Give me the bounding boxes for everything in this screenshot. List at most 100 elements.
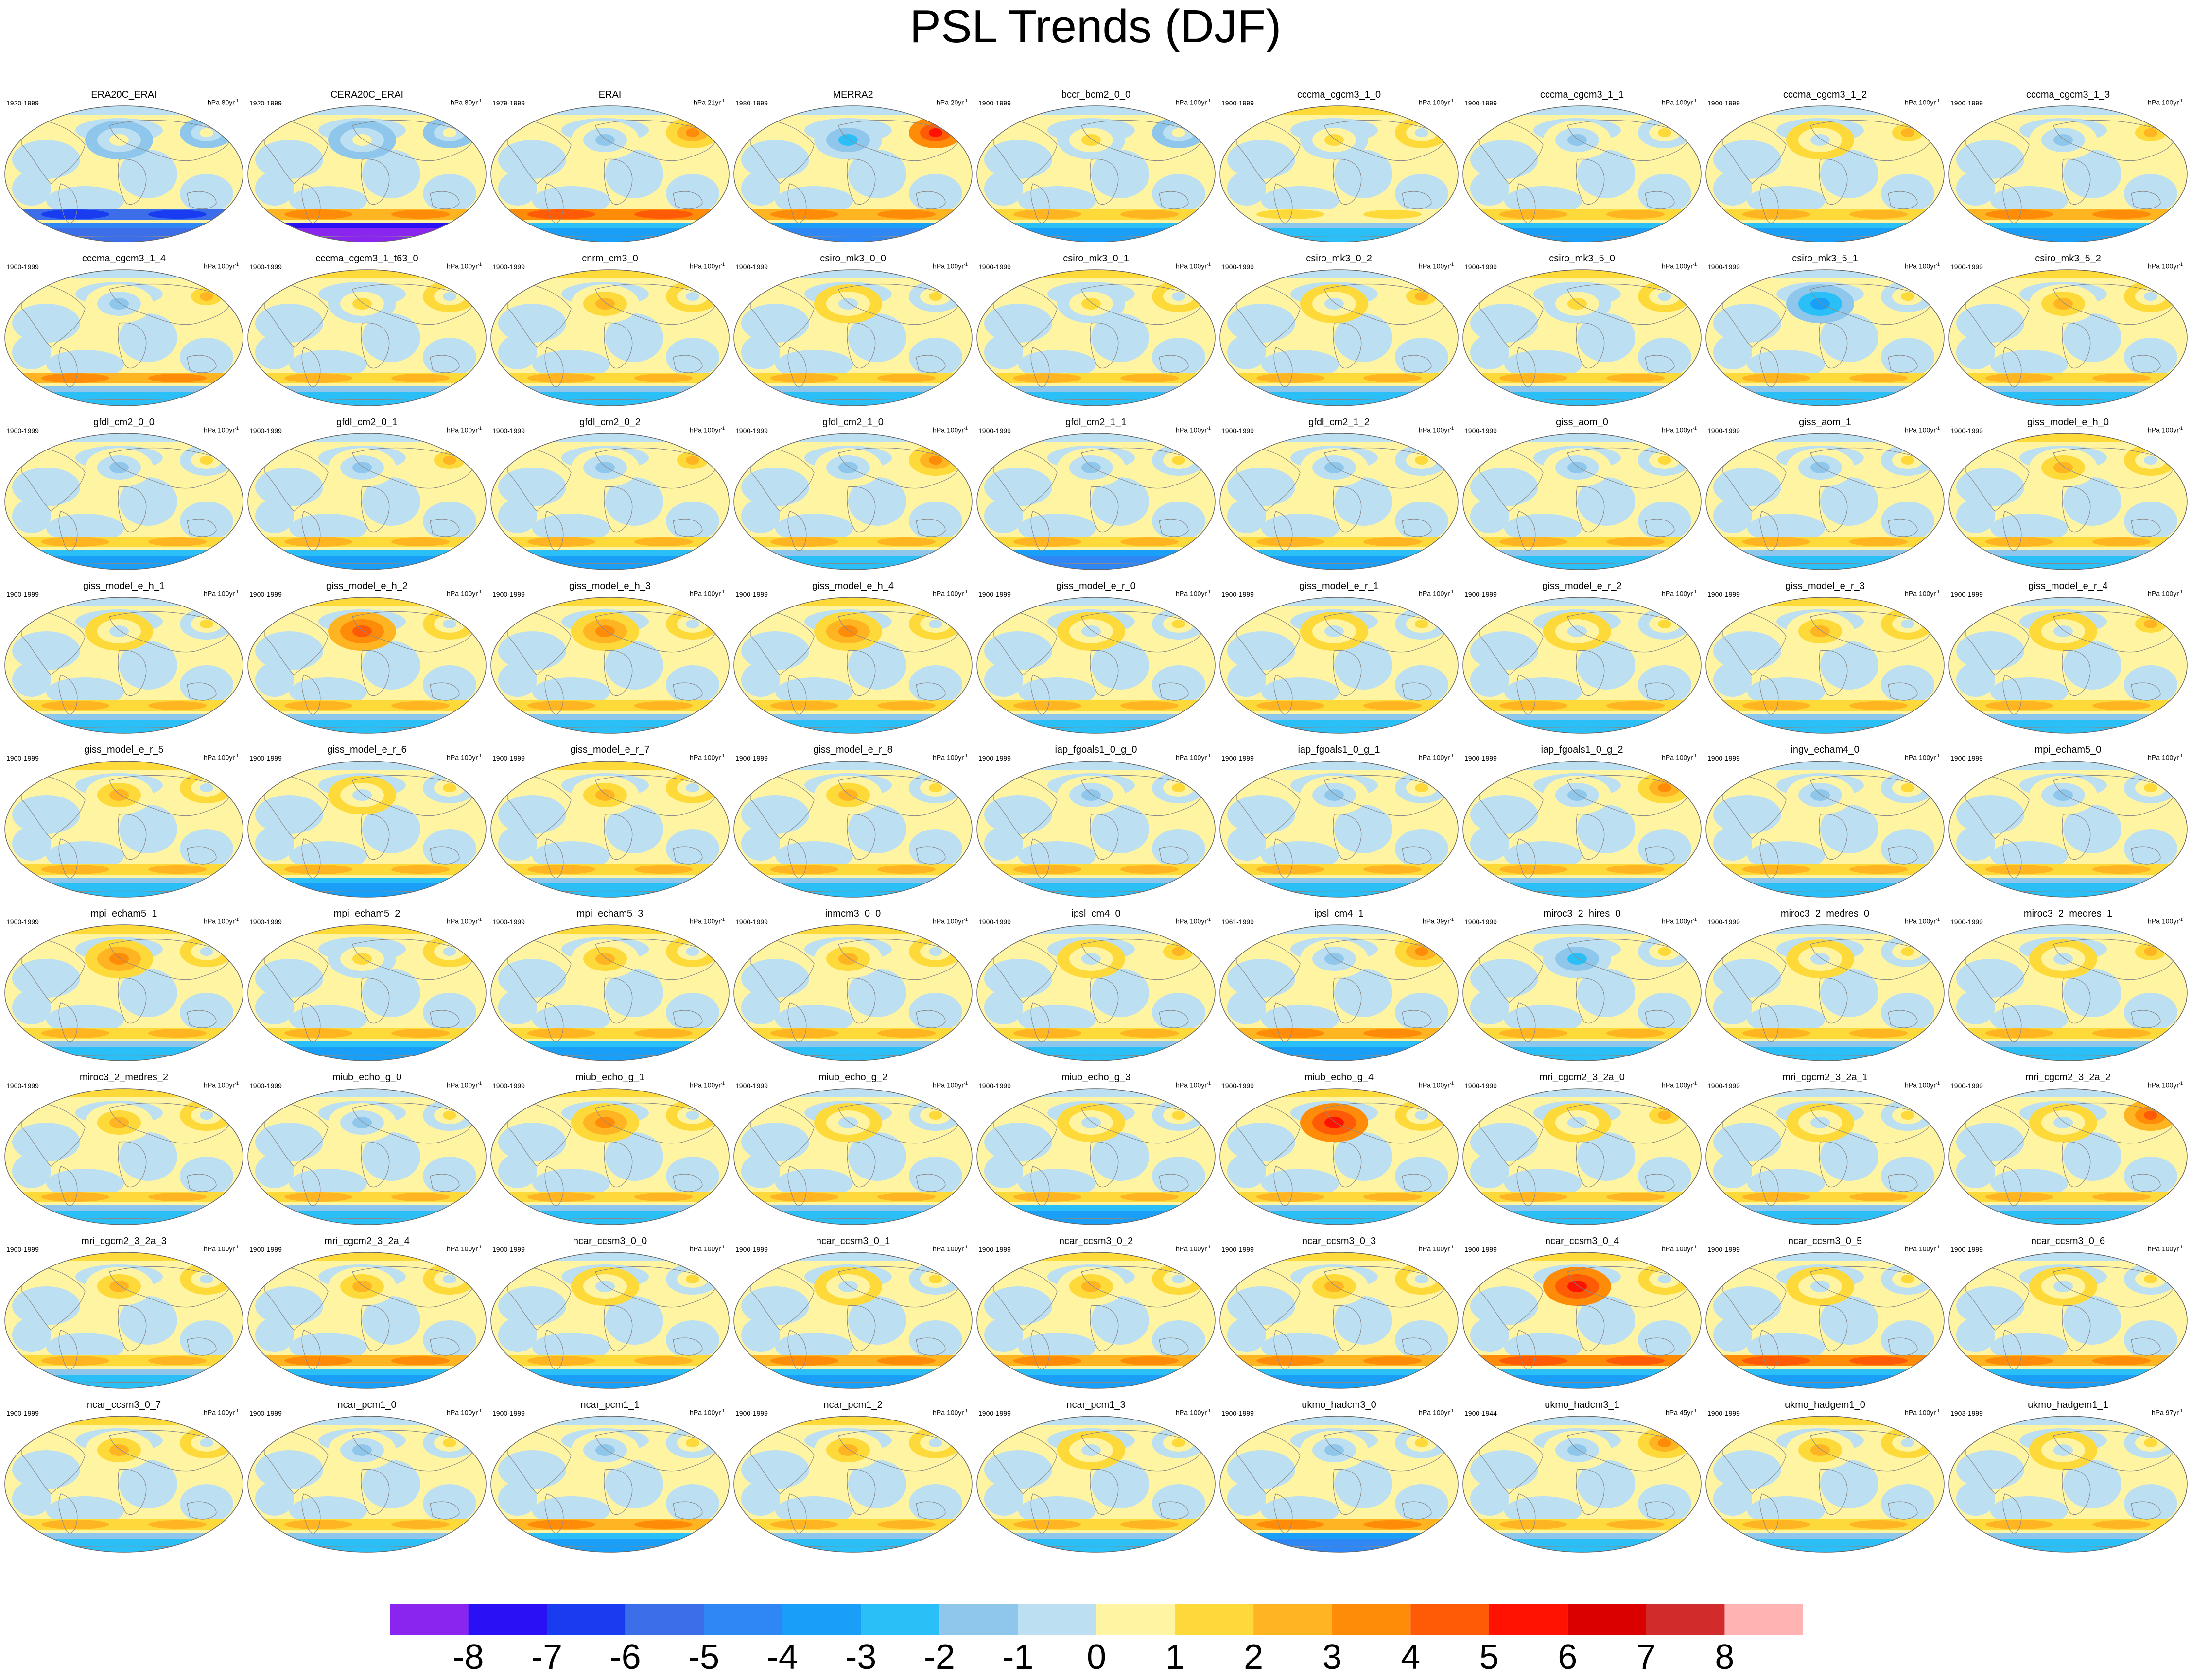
panel-title: ncar_pcm1_2: [823, 1400, 883, 1410]
map-panel: iap_fgoals1_0_g_0 1900-1999 hPa 100yr-1: [974, 743, 1217, 905]
trend-map: [1948, 924, 2188, 1061]
trend-map: [976, 105, 1216, 242]
map-panel: miub_echo_g_2 1900-1999 hPa 100yr-1: [731, 1070, 974, 1233]
panel-title: mpi_echam5_2: [333, 908, 400, 919]
panel-period: 1900-1999: [1464, 918, 1497, 926]
panel-period: 1900-1999: [492, 590, 525, 598]
panel-title: ncar_ccsm3_0_4: [1545, 1236, 1619, 1247]
map-panel: mri_cgcm2_3_2a_0 1900-1999 hPa 100yr-1: [1461, 1070, 1704, 1233]
panel-unit: hPa 100yr-1: [1662, 98, 1697, 106]
panel-unit: hPa 100yr-1: [447, 1245, 482, 1253]
map-panel: ncar_ccsm3_0_3 1900-1999 hPa 100yr-1: [1217, 1234, 1461, 1397]
panel-title: miub_echo_g_3: [1061, 1072, 1131, 1083]
map-panel: miub_echo_g_4 1900-1999 hPa 100yr-1: [1217, 1070, 1461, 1233]
trend-map: [4, 1252, 243, 1389]
panel-unit: hPa 100yr-1: [690, 589, 725, 598]
panel-unit: hPa 100yr-1: [1662, 917, 1697, 925]
map-panel: ncar_ccsm3_0_0 1900-1999 hPa 100yr-1: [488, 1234, 731, 1397]
trend-map: [1462, 1088, 1702, 1225]
trend-map: [1948, 1252, 2188, 1389]
panel-unit: hPa 100yr-1: [933, 589, 968, 598]
panel-title: giss_model_e_r_5: [84, 745, 164, 755]
map-panel: mri_cgcm2_3_2a_4 1900-1999 hPa 100yr-1: [245, 1234, 488, 1397]
panel-unit: hPa 100yr-1: [1662, 1245, 1697, 1253]
panel-period: 1900-1999: [1950, 918, 1983, 926]
panel-unit: hPa 100yr-1: [2148, 262, 2183, 270]
panel-title: ukmo_hadgem1_1: [2028, 1400, 2108, 1410]
trend-map: [1219, 761, 1459, 898]
map-panel: inmcm3_0_0 1900-1999 hPa 100yr-1: [731, 906, 974, 1069]
trend-map: [1462, 597, 1702, 734]
panel-period: 1900-1999: [1221, 99, 1254, 107]
trend-map: [247, 1416, 487, 1553]
map-panel: cccma_cgcm3_1_4 1900-1999 hPa 100yr-1: [2, 251, 245, 414]
map-panel: miroc3_2_medres_1 1900-1999 hPa 100yr-1: [1947, 906, 2190, 1069]
map-panel: giss_model_e_r_4 1900-1999 hPa 100yr-1: [1947, 579, 2190, 742]
trend-map: [247, 1252, 487, 1389]
panel-period: 1961-1999: [1221, 918, 1254, 926]
panel-period: 1900-1999: [1221, 754, 1254, 762]
panel-unit: hPa 100yr-1: [204, 426, 239, 434]
trend-map: [4, 433, 243, 570]
panel-title: ukmo_hadcm3_0: [1302, 1400, 1376, 1410]
panel-title: giss_model_e_r_2: [1542, 581, 1622, 591]
panel-title: ncar_ccsm3_0_6: [2031, 1236, 2105, 1247]
map-panel: ncar_ccsm3_0_7 1900-1999 hPa 100yr-1: [2, 1398, 245, 1560]
panel-title: ncar_ccsm3_0_1: [816, 1236, 890, 1247]
panel-period: 1900-1999: [6, 1246, 39, 1253]
panel-title: gfdl_cm2_1_2: [1308, 417, 1370, 428]
trend-map: [1462, 924, 1702, 1061]
trend-map: [1462, 761, 1702, 898]
map-panel: cccma_cgcm3_1_t63_0 1900-1999 hPa 100yr-1: [245, 251, 488, 414]
panel-title: giss_model_e_r_3: [1785, 581, 1865, 591]
map-panel: miroc3_2_medres_2 1900-1999 hPa 100yr-1: [2, 1070, 245, 1233]
panel-unit: hPa 100yr-1: [1176, 1245, 1211, 1253]
panel-unit: hPa 100yr-1: [1905, 589, 1940, 598]
panel-period: 1900-1999: [1464, 1082, 1497, 1090]
panel-title: ncar_ccsm3_0_2: [1059, 1236, 1133, 1247]
map-panel: giss_model_e_h_3 1900-1999 hPa 100yr-1: [488, 579, 731, 742]
map-panel: giss_model_e_r_3 1900-1999 hPa 100yr-1: [1704, 579, 1947, 742]
trend-map: [1948, 433, 2188, 570]
trend-map: [247, 433, 487, 570]
trend-map: [733, 597, 973, 734]
map-panel: gfdl_cm2_0_0 1900-1999 hPa 100yr-1: [2, 415, 245, 578]
panel-title: csiro_mk3_5_0: [1549, 253, 1615, 264]
panel-period: 1900-1999: [1464, 427, 1497, 434]
panel-period: 1900-1999: [1707, 1246, 1740, 1253]
map-panel: ncar_ccsm3_0_5 1900-1999 hPa 100yr-1: [1704, 1234, 1947, 1397]
panel-unit: hPa 100yr-1: [1905, 1408, 1940, 1417]
panel-unit: hPa 100yr-1: [447, 426, 482, 434]
panel-period: 1900-1999: [1707, 427, 1740, 434]
map-panel: giss_model_e_r_2 1900-1999 hPa 100yr-1: [1461, 579, 1704, 742]
trend-map: [490, 105, 730, 242]
trend-map: [733, 761, 973, 898]
panel-unit: hPa 100yr-1: [1905, 753, 1940, 762]
trend-map: [976, 1088, 1216, 1225]
map-panel: ncar_pcm1_2 1900-1999 hPa 100yr-1: [731, 1398, 974, 1560]
panel-unit: hPa 100yr-1: [1176, 917, 1211, 925]
panel-unit: hPa 100yr-1: [1176, 426, 1211, 434]
map-panel: giss_aom_0 1900-1999 hPa 100yr-1: [1461, 415, 1704, 578]
trend-map: [976, 1416, 1216, 1553]
panel-period: 1900-1999: [492, 263, 525, 271]
map-panel: miroc3_2_hires_0 1900-1999 hPa 100yr-1: [1461, 906, 1704, 1069]
map-panel: ncar_pcm1_0 1900-1999 hPa 100yr-1: [245, 1398, 488, 1560]
trend-map: [1705, 1088, 1945, 1225]
panel-period: 1900-1999: [492, 918, 525, 926]
panel-period: 1900-1999: [6, 1082, 39, 1090]
trend-map: [4, 1088, 243, 1225]
panel-title: ingv_echam4_0: [1791, 745, 1860, 755]
map-panel: csiro_mk3_5_1 1900-1999 hPa 100yr-1: [1704, 251, 1947, 414]
trend-map: [1462, 433, 1702, 570]
panel-unit: hPa 100yr-1: [204, 1081, 239, 1089]
panel-unit: hPa 100yr-1: [2148, 753, 2183, 762]
panel-period: 1900-1999: [492, 1082, 525, 1090]
panel-title: iap_fgoals1_0_g_0: [1055, 745, 1137, 755]
panel-period: 1900-1999: [1950, 427, 1983, 434]
panel-period: 1900-1999: [735, 1409, 768, 1417]
panel-period: 1900-1999: [6, 1409, 39, 1417]
map-panel: mpi_echam5_2 1900-1999 hPa 100yr-1: [245, 906, 488, 1069]
panel-period: 1900-1999: [735, 427, 768, 434]
